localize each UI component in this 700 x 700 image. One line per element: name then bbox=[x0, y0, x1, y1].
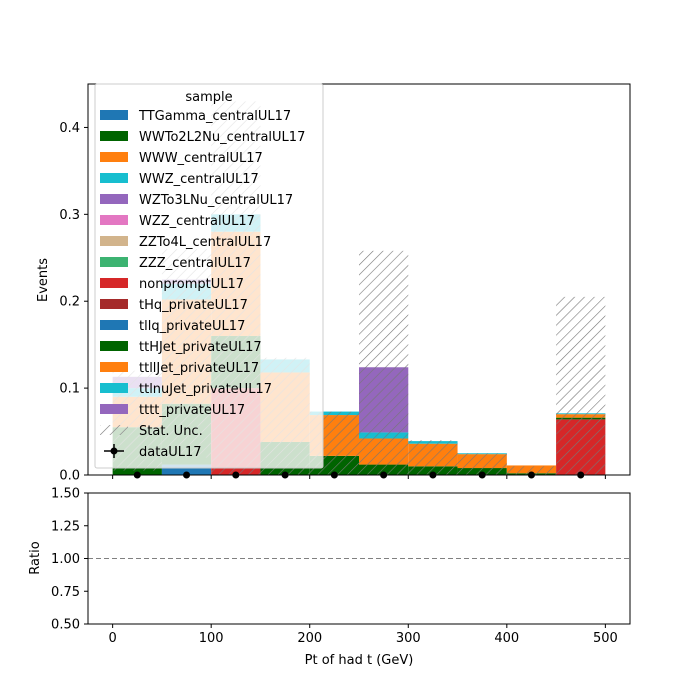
main-y-axis-label: Events bbox=[36, 258, 51, 302]
main-y-tick-label: 0.0 bbox=[59, 469, 80, 484]
legend-label: ttlnuJet_privateUL17 bbox=[139, 382, 272, 397]
legend-swatch bbox=[100, 173, 128, 183]
legend-swatch bbox=[100, 362, 128, 372]
ratio-x-tick-label: 500 bbox=[593, 631, 618, 646]
legend-label: WWZ_centralUL17 bbox=[139, 172, 259, 187]
x-axis-label: Pt of had t (GeV) bbox=[305, 653, 414, 668]
legend-item-tllq_privateUL17: tllq_privateUL17 bbox=[100, 319, 245, 334]
legend-marker bbox=[110, 447, 118, 455]
legend-item-WWW_centralUL17: WWW_centralUL17 bbox=[100, 151, 263, 166]
ratio-y-ticks: 0.50 0.75 1.00 1.25 1.50 bbox=[51, 487, 88, 633]
ratio-y-tick-label: 1.50 bbox=[51, 487, 80, 502]
legend-item-ZZTo4L_centralUL17: ZZTo4L_centralUL17 bbox=[100, 235, 271, 250]
legend-swatch bbox=[100, 215, 128, 225]
ratio-y-tick-label: 0.75 bbox=[51, 585, 80, 600]
stat-unc-band-bin-7 bbox=[457, 453, 507, 475]
legend-item-nonpromptUL17: nonpromptUL17 bbox=[100, 277, 244, 292]
legend-label: ZZZ_centralUL17 bbox=[139, 256, 251, 271]
legend-swatch bbox=[100, 341, 128, 351]
main-x-ticks bbox=[112, 475, 606, 479]
legend-swatch bbox=[100, 194, 128, 204]
stat-unc-band-bin-9 bbox=[556, 296, 606, 475]
legend-title: sample bbox=[185, 90, 232, 105]
legend-label: nonpromptUL17 bbox=[139, 277, 244, 292]
stat-unc-band-bin-6 bbox=[408, 440, 458, 475]
main-y-ticks: 0.0 0.1 0.2 0.3 0.4 bbox=[59, 121, 88, 484]
legend: sample TTGamma_centralUL17 WWTo2L2Nu_cent… bbox=[94, 83, 324, 469]
legend-item-ttllJet_privateUL17: ttllJet_privateUL17 bbox=[100, 361, 259, 376]
legend-label: WWW_centralUL17 bbox=[139, 151, 263, 166]
legend-frame bbox=[94, 83, 324, 469]
legend-swatch bbox=[100, 152, 128, 162]
ratio-x-tick-label: 200 bbox=[297, 631, 322, 646]
legend-swatch bbox=[100, 299, 128, 309]
ratio-x-tick-label: 0 bbox=[108, 631, 116, 646]
legend-item-TTGamma_centralUL17: TTGamma_centralUL17 bbox=[100, 109, 291, 124]
legend-label: ttHJet_privateUL17 bbox=[139, 340, 262, 355]
legend-item-tttt_privateUL17: tttt_privateUL17 bbox=[100, 403, 245, 418]
legend-label: tttt_privateUL17 bbox=[139, 403, 245, 418]
ratio-x-tick-label: 100 bbox=[199, 631, 224, 646]
legend-item-WWTo2L2Nu_centralUL17: WWTo2L2Nu_centralUL17 bbox=[100, 130, 305, 145]
legend-label: tllq_privateUL17 bbox=[139, 319, 245, 334]
main-plot-frame bbox=[87, 83, 631, 476]
legend-label: dataUL17 bbox=[139, 445, 202, 460]
legend-label: tHq_privateUL17 bbox=[139, 298, 248, 313]
main-y-tick-label: 0.4 bbox=[59, 121, 80, 136]
legend-swatch bbox=[100, 404, 128, 414]
legend-label: WZZ_centralUL17 bbox=[139, 214, 255, 229]
main-y-tick-label: 0.1 bbox=[59, 382, 80, 397]
legend-item-ZZZ_centralUL17: ZZZ_centralUL17 bbox=[100, 256, 251, 271]
legend-label: TTGamma_centralUL17 bbox=[138, 109, 291, 124]
legend-item-ttHJet_privateUL17: ttHJet_privateUL17 bbox=[100, 340, 262, 355]
legend-swatch bbox=[100, 236, 128, 246]
legend-item-tHq_privateUL17: tHq_privateUL17 bbox=[100, 298, 248, 313]
ratio-panel: 0.50 0.75 1.00 1.25 1.50 0 100 200 300 400 500 Ra… bbox=[28, 487, 631, 668]
legend-label: ZZTo4L_centralUL17 bbox=[139, 235, 271, 250]
legend-swatch-hatch bbox=[100, 425, 128, 435]
ratio-x-ticks: 0 100 200 300 400 500 bbox=[108, 624, 618, 646]
main-y-tick-label: 0.2 bbox=[59, 295, 80, 310]
ratio-x-tick-label: 400 bbox=[494, 631, 519, 646]
legend-item-WZTo3LNu_centralUL17: WZTo3LNu_centralUL17 bbox=[100, 193, 293, 208]
ratio-y-tick-label: 1.25 bbox=[51, 519, 80, 534]
legend-swatch bbox=[100, 110, 128, 120]
ratio-y-axis-label: Ratio bbox=[28, 541, 43, 574]
legend-item-ttlnuJet_privateUL17: ttlnuJet_privateUL17 bbox=[100, 382, 272, 397]
stat-unc-band-bin-8 bbox=[506, 466, 557, 475]
legend-swatch bbox=[100, 383, 128, 393]
legend-item-WZZ_centralUL17: WZZ_centralUL17 bbox=[100, 214, 255, 229]
bar-tllq_privateUL17-bin-1 bbox=[161, 464, 212, 475]
legend-label: WWTo2L2Nu_centralUL17 bbox=[139, 130, 305, 145]
legend-swatch bbox=[100, 257, 128, 267]
legend-label: WZTo3LNu_centralUL17 bbox=[139, 193, 293, 208]
legend-swatch bbox=[100, 320, 128, 330]
main-y-tick-label: 0.3 bbox=[59, 208, 80, 223]
stat-unc-band-bin-5 bbox=[359, 250, 409, 475]
legend-item-WWZ_centralUL17: WWZ_centralUL17 bbox=[100, 172, 259, 187]
ratio-y-tick-label: 0.50 bbox=[51, 618, 80, 633]
ratio-x-tick-label: 300 bbox=[396, 631, 421, 646]
legend-swatch bbox=[100, 131, 128, 141]
legend-item-data: dataUL17 bbox=[104, 444, 202, 460]
legend-items: TTGamma_centralUL17 WWTo2L2Nu_centralUL17… bbox=[100, 109, 305, 460]
legend-label: Stat. Unc. bbox=[139, 424, 203, 439]
legend-swatch bbox=[100, 278, 128, 288]
ratio-y-tick-label: 1.00 bbox=[51, 552, 80, 567]
legend-label: ttllJet_privateUL17 bbox=[139, 361, 259, 376]
legend-item-stat-unc: Stat. Unc. bbox=[100, 424, 203, 439]
